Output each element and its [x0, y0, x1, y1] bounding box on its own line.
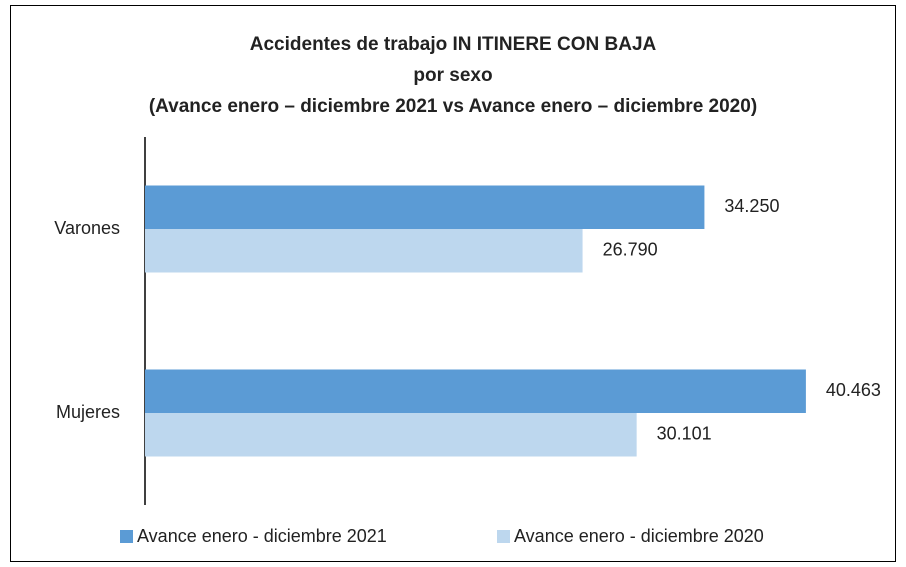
chart-border	[10, 5, 896, 562]
legend-label: Avance enero - diciembre 2021	[137, 526, 387, 546]
data-label: 40.463	[826, 380, 881, 400]
legend-swatch	[497, 530, 510, 543]
bar	[145, 369, 806, 413]
chart-title: Accidentes de trabajo IN ITINERE CON BAJ…	[250, 34, 657, 55]
chart-subtitle: (Avance enero – diciembre 2021 vs Avance…	[149, 96, 757, 117]
data-label: 34.250	[724, 196, 779, 216]
legend-swatch	[120, 530, 133, 543]
y-tick-label: Varones	[54, 218, 120, 238]
bar	[145, 229, 583, 273]
legend-label: Avance enero - diciembre 2020	[514, 526, 764, 546]
chart-subtitle: por sexo	[413, 65, 492, 86]
data-label: 30.101	[657, 424, 712, 444]
data-label: 26.790	[603, 240, 658, 260]
y-tick-label: Mujeres	[56, 402, 120, 422]
bar	[145, 185, 705, 229]
bar	[145, 413, 637, 457]
